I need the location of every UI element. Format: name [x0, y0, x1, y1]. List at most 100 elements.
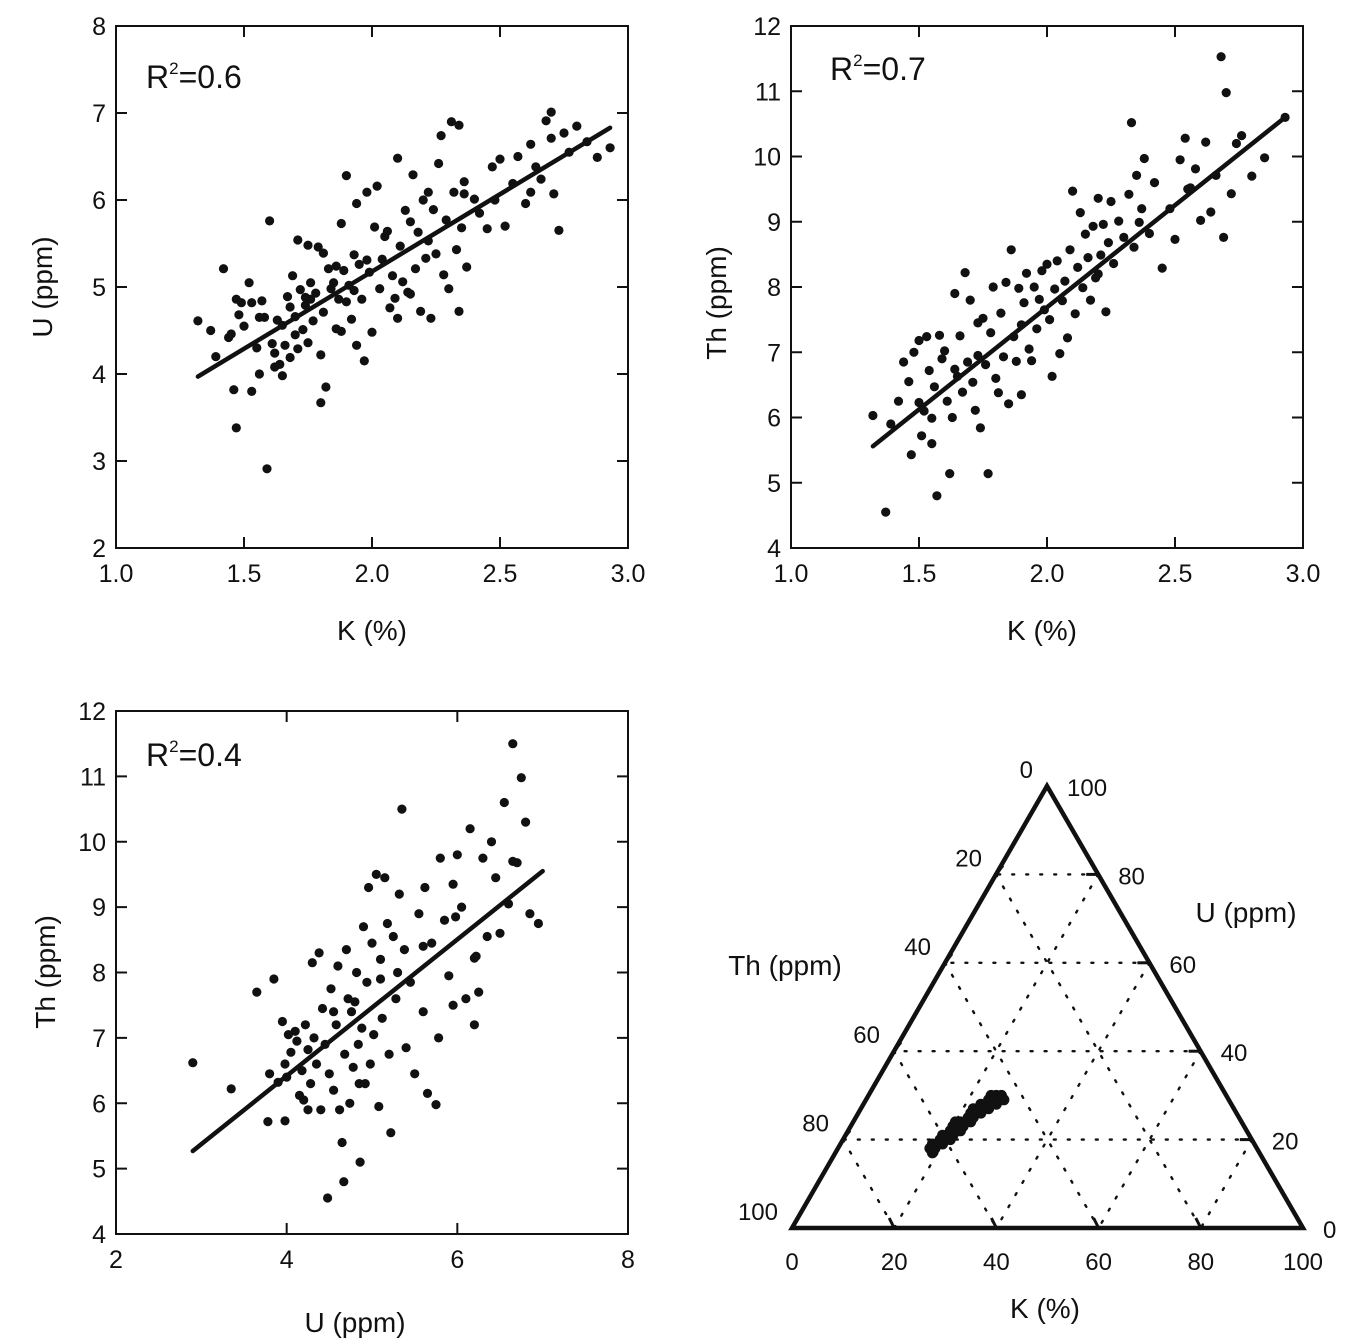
- data-point: [414, 909, 424, 919]
- data-point: [398, 277, 408, 287]
- data-point: [336, 218, 346, 229]
- data-point: [1034, 294, 1044, 304]
- data-point: [1047, 371, 1057, 381]
- r-squared-label: R2=0.4: [146, 737, 242, 773]
- k-tick: [1092, 1217, 1100, 1229]
- x-tick-label: 2.0: [1030, 560, 1065, 588]
- data-point: [316, 398, 326, 408]
- data-point: [1132, 170, 1142, 180]
- data-point: [280, 340, 290, 350]
- data-point: [1219, 232, 1229, 242]
- x-tick-label: 1.5: [227, 560, 262, 588]
- data-point: [448, 1000, 458, 1010]
- data-point: [308, 316, 318, 326]
- data-point: [331, 1020, 341, 1030]
- data-point: [318, 307, 328, 317]
- th-tick: [943, 952, 954, 964]
- data-point: [516, 773, 526, 783]
- ternary-grid: [841, 873, 1254, 1230]
- r-squared-label: R2=0.6: [146, 59, 242, 95]
- data-point: [270, 348, 280, 358]
- data-point: [927, 413, 937, 423]
- data-point: [1083, 253, 1093, 263]
- y-tick-labels: 2 3 4 5 6 7 8: [92, 13, 106, 563]
- data-point: [239, 321, 249, 331]
- data-point: [1137, 204, 1147, 214]
- data-point: [371, 869, 381, 880]
- data-point: [329, 1085, 339, 1095]
- data-point: [300, 300, 310, 310]
- data-point: [408, 170, 418, 180]
- x-axis-label: K (%): [337, 615, 407, 646]
- y-tick-label: 6: [92, 1090, 106, 1118]
- data-point: [262, 464, 272, 474]
- x-tick-label: 1.0: [99, 560, 134, 588]
- data-point: [993, 388, 1004, 398]
- data-point: [1070, 309, 1080, 319]
- data-point: [252, 343, 262, 353]
- data-point: [937, 354, 947, 364]
- data-point: [423, 187, 433, 197]
- data-point: [932, 491, 942, 501]
- data-point: [390, 293, 400, 303]
- data-point: [546, 107, 556, 117]
- tick-marks: [115, 710, 629, 1235]
- data-point: [462, 262, 472, 272]
- data-point: [254, 312, 264, 322]
- th-tick-label: 80: [802, 1111, 829, 1138]
- k-tick-label: 100: [1283, 1249, 1323, 1276]
- data-point: [549, 189, 559, 199]
- data-point: [868, 410, 878, 421]
- data-point: [469, 194, 479, 204]
- y-tick-label: 4: [92, 1221, 106, 1249]
- scatter-panel-u-vs-k: 1.0 1.5 2.0 2.5 3.0 2 3 4 5 6 7 8 R2=0.6 K (%) U (…: [27, 13, 645, 646]
- data-point: [1231, 138, 1241, 149]
- data-point: [393, 153, 403, 163]
- y-tick-label: 9: [767, 209, 781, 237]
- data-point: [1037, 266, 1047, 276]
- data-point: [451, 245, 462, 255]
- data-point: [955, 331, 965, 341]
- data-point: [188, 1058, 198, 1068]
- data-point: [1226, 189, 1236, 199]
- data-point: [1088, 221, 1098, 231]
- data-point: [428, 205, 438, 215]
- data-point: [1206, 207, 1216, 217]
- data-point: [998, 352, 1009, 362]
- x-tick-label: 3.0: [1286, 560, 1321, 588]
- data-point: [288, 271, 298, 281]
- data-point: [370, 222, 380, 232]
- data-point: [1106, 196, 1116, 207]
- data-point: [1068, 186, 1078, 196]
- data-point: [947, 412, 957, 423]
- x-tick-labels: 2 4 6 8: [109, 1246, 635, 1274]
- data-point: [387, 271, 398, 281]
- data-point: [960, 268, 970, 278]
- data-point: [226, 329, 236, 339]
- data-point: [441, 215, 451, 225]
- data-point: [914, 335, 924, 346]
- data-point: [303, 338, 313, 348]
- data-point: [988, 282, 998, 292]
- data-point: [329, 1007, 339, 1017]
- data-point: [254, 369, 264, 379]
- k-tick-label: 0: [785, 1249, 798, 1276]
- y-tick-label: 8: [92, 13, 106, 41]
- th-tick-label: 40: [904, 934, 931, 961]
- data-point: [1045, 315, 1055, 325]
- data-point: [1085, 295, 1096, 305]
- data-point: [314, 948, 324, 958]
- data-point: [1011, 356, 1021, 366]
- data-point: [372, 181, 382, 191]
- data-point: [352, 967, 362, 978]
- data-point: [336, 326, 346, 336]
- y-tick-label: 7: [92, 1025, 106, 1053]
- data-point: [926, 1147, 938, 1159]
- data-point: [474, 987, 484, 997]
- data-point: [375, 284, 385, 294]
- data-point: [1119, 232, 1129, 242]
- u-tick-labels: 0 20 40 60 80 100: [1067, 775, 1336, 1244]
- y-tick-label: 5: [92, 1156, 106, 1184]
- data-point: [321, 382, 331, 392]
- data-point: [285, 302, 295, 312]
